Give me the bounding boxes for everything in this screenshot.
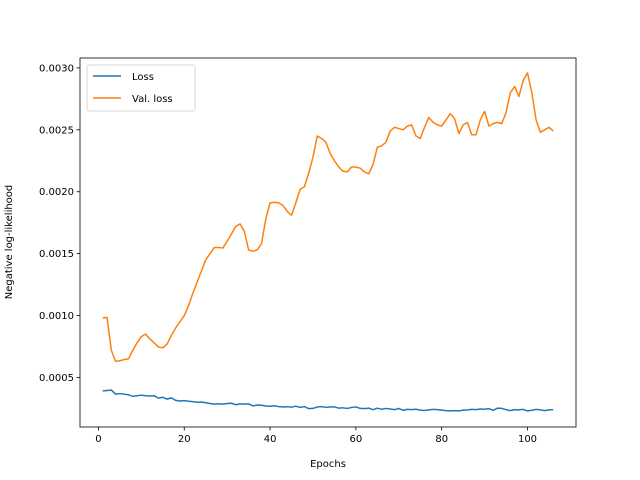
- x-tick-label: 60: [350, 434, 363, 445]
- x-tick-label: 20: [178, 434, 191, 445]
- y-tick-label: 0.0015: [39, 249, 74, 260]
- x-tick-label: 80: [435, 434, 448, 445]
- legend-label-val-loss: Val. loss: [132, 94, 173, 105]
- y-tick-label: 0.0010: [39, 311, 74, 322]
- y-tick-label: 0.0020: [39, 187, 74, 198]
- x-tick-label: 0: [95, 434, 101, 445]
- legend-label-loss: Loss: [132, 72, 154, 83]
- y-tick-label: 0.0030: [39, 63, 74, 74]
- plot-area: [79, 57, 577, 428]
- y-tick-label: 0.0025: [39, 125, 74, 136]
- series-layer: [102, 72, 554, 412]
- series-line-loss: [102, 389, 554, 412]
- y-tick-label: 0.0005: [39, 373, 74, 384]
- legend: Loss Val. loss: [86, 64, 196, 112]
- x-axis-label: Epochs: [310, 459, 346, 470]
- y-axis: 0.0005 0.0010 0.0015 0.0020 0.0025 0.0030: [39, 63, 80, 384]
- x-tick-label: 100: [518, 434, 537, 445]
- y-axis-label: Negative log-likelihood: [4, 185, 15, 300]
- series-line-val-loss: [102, 72, 554, 363]
- x-axis: 0 20 40 60 80 100: [95, 427, 537, 445]
- x-tick-label: 40: [264, 434, 277, 445]
